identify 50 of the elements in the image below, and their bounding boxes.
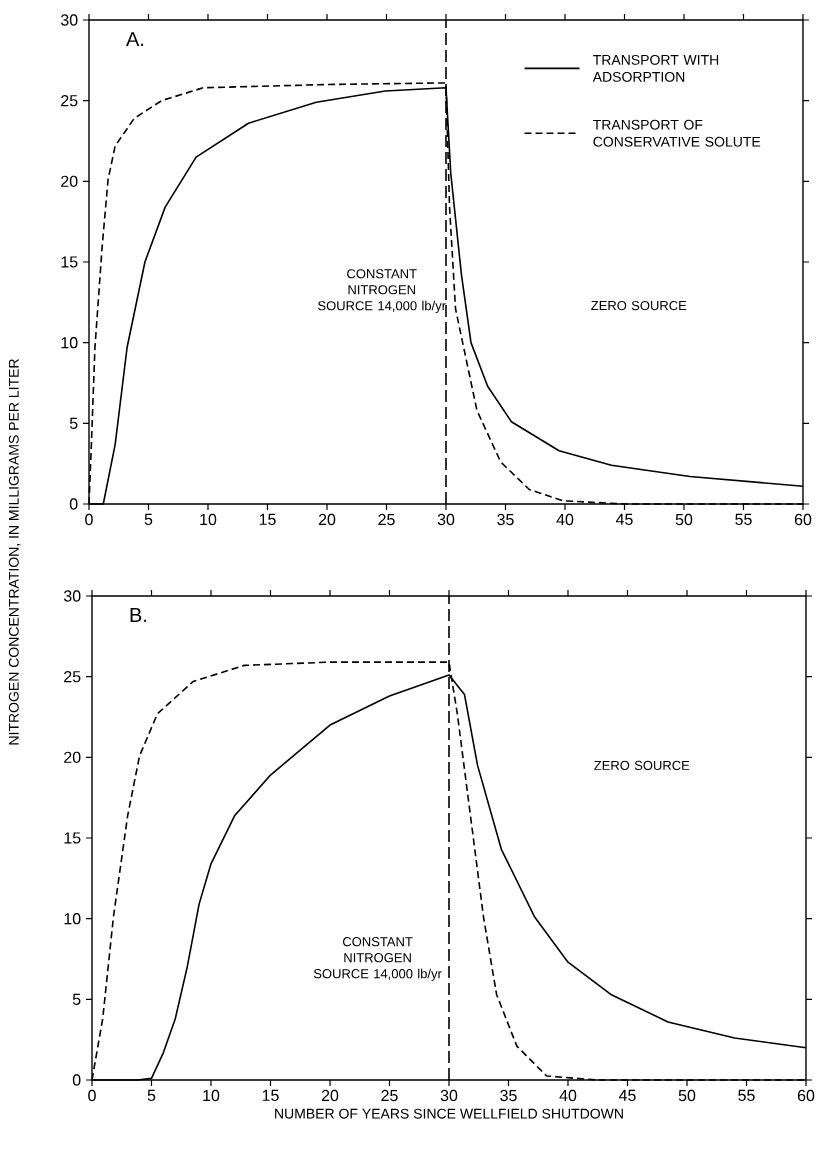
- x-axis-title: NUMBER OF YEARS SINCE WELLFIELD SHUTDOWN: [275, 1108, 623, 1119]
- y-tick-label: 0: [72, 1074, 81, 1086]
- x-tick-label: 45: [618, 1089, 636, 1102]
- x-tick-label: 10: [203, 1089, 220, 1102]
- x-tick-label: 0: [85, 513, 93, 526]
- y-axis-title: NITROGEN CONCENTRATION, IN MILLIGRAMS PER LITER: [8, 359, 21, 745]
- y-tick-label: 0: [69, 498, 78, 510]
- x-tick-label: 5: [147, 1089, 156, 1102]
- annotation: ZERO SOURCE: [594, 760, 690, 770]
- y-tick-label: 30: [60, 14, 78, 26]
- legend-label: TRANSPORT WITH ADSORPTION: [592, 54, 719, 82]
- y-tick-label: 25: [64, 671, 81, 683]
- y-tick-label: 20: [61, 175, 78, 187]
- annotation: CONSTANT NITROGEN SOURCE 14,000 lb/yr: [318, 269, 446, 313]
- annotation: ZERO SOURCE: [591, 300, 687, 311]
- x-tick-label: 50: [675, 513, 693, 526]
- y-tick-label: 20: [64, 751, 81, 763]
- x-tick-label: 25: [381, 1089, 398, 1102]
- x-tick-label: 35: [500, 1089, 517, 1102]
- x-tick-label: 10: [200, 513, 217, 526]
- x-tick-label: 50: [678, 1089, 696, 1102]
- x-tick-label: 15: [262, 1089, 279, 1102]
- x-tick-label: 0: [88, 1089, 96, 1102]
- x-tick-label: 15: [259, 513, 276, 526]
- x-tick-label: 40: [556, 513, 574, 526]
- annotation: CONSTANT NITROGEN SOURCE 14,000 lb/yr: [313, 937, 442, 981]
- legend-label: TRANSPORT OF CONSERVATIVE SOLUTE: [593, 119, 761, 147]
- x-tick-label: 35: [497, 513, 514, 526]
- x-tick-label: 20: [318, 513, 336, 526]
- y-tick-label: 15: [64, 832, 81, 844]
- chart-title: B.: [130, 608, 147, 622]
- x-tick-label: 55: [738, 1089, 755, 1102]
- y-tick-label: 25: [61, 95, 78, 107]
- y-tick-label: 10: [61, 337, 78, 349]
- x-tick-label: 20: [321, 1089, 339, 1102]
- x-tick-label: 60: [797, 1089, 815, 1102]
- y-tick-label: 30: [63, 590, 81, 602]
- y-tick-label: 15: [61, 256, 78, 268]
- y-tick-label: 10: [64, 913, 81, 925]
- x-tick-label: 30: [437, 513, 455, 526]
- x-tick-label: 30: [440, 1089, 458, 1102]
- x-tick-label: 5: [144, 513, 153, 526]
- x-tick-label: 25: [378, 513, 395, 526]
- y-tick-label: 5: [69, 417, 78, 429]
- chart-title: A.: [126, 32, 144, 46]
- x-tick-label: 55: [735, 513, 752, 526]
- x-tick-label: 60: [794, 513, 812, 526]
- y-tick-label: 5: [72, 993, 81, 1005]
- x-tick-label: 40: [559, 1089, 577, 1102]
- x-tick-label: 45: [615, 513, 633, 526]
